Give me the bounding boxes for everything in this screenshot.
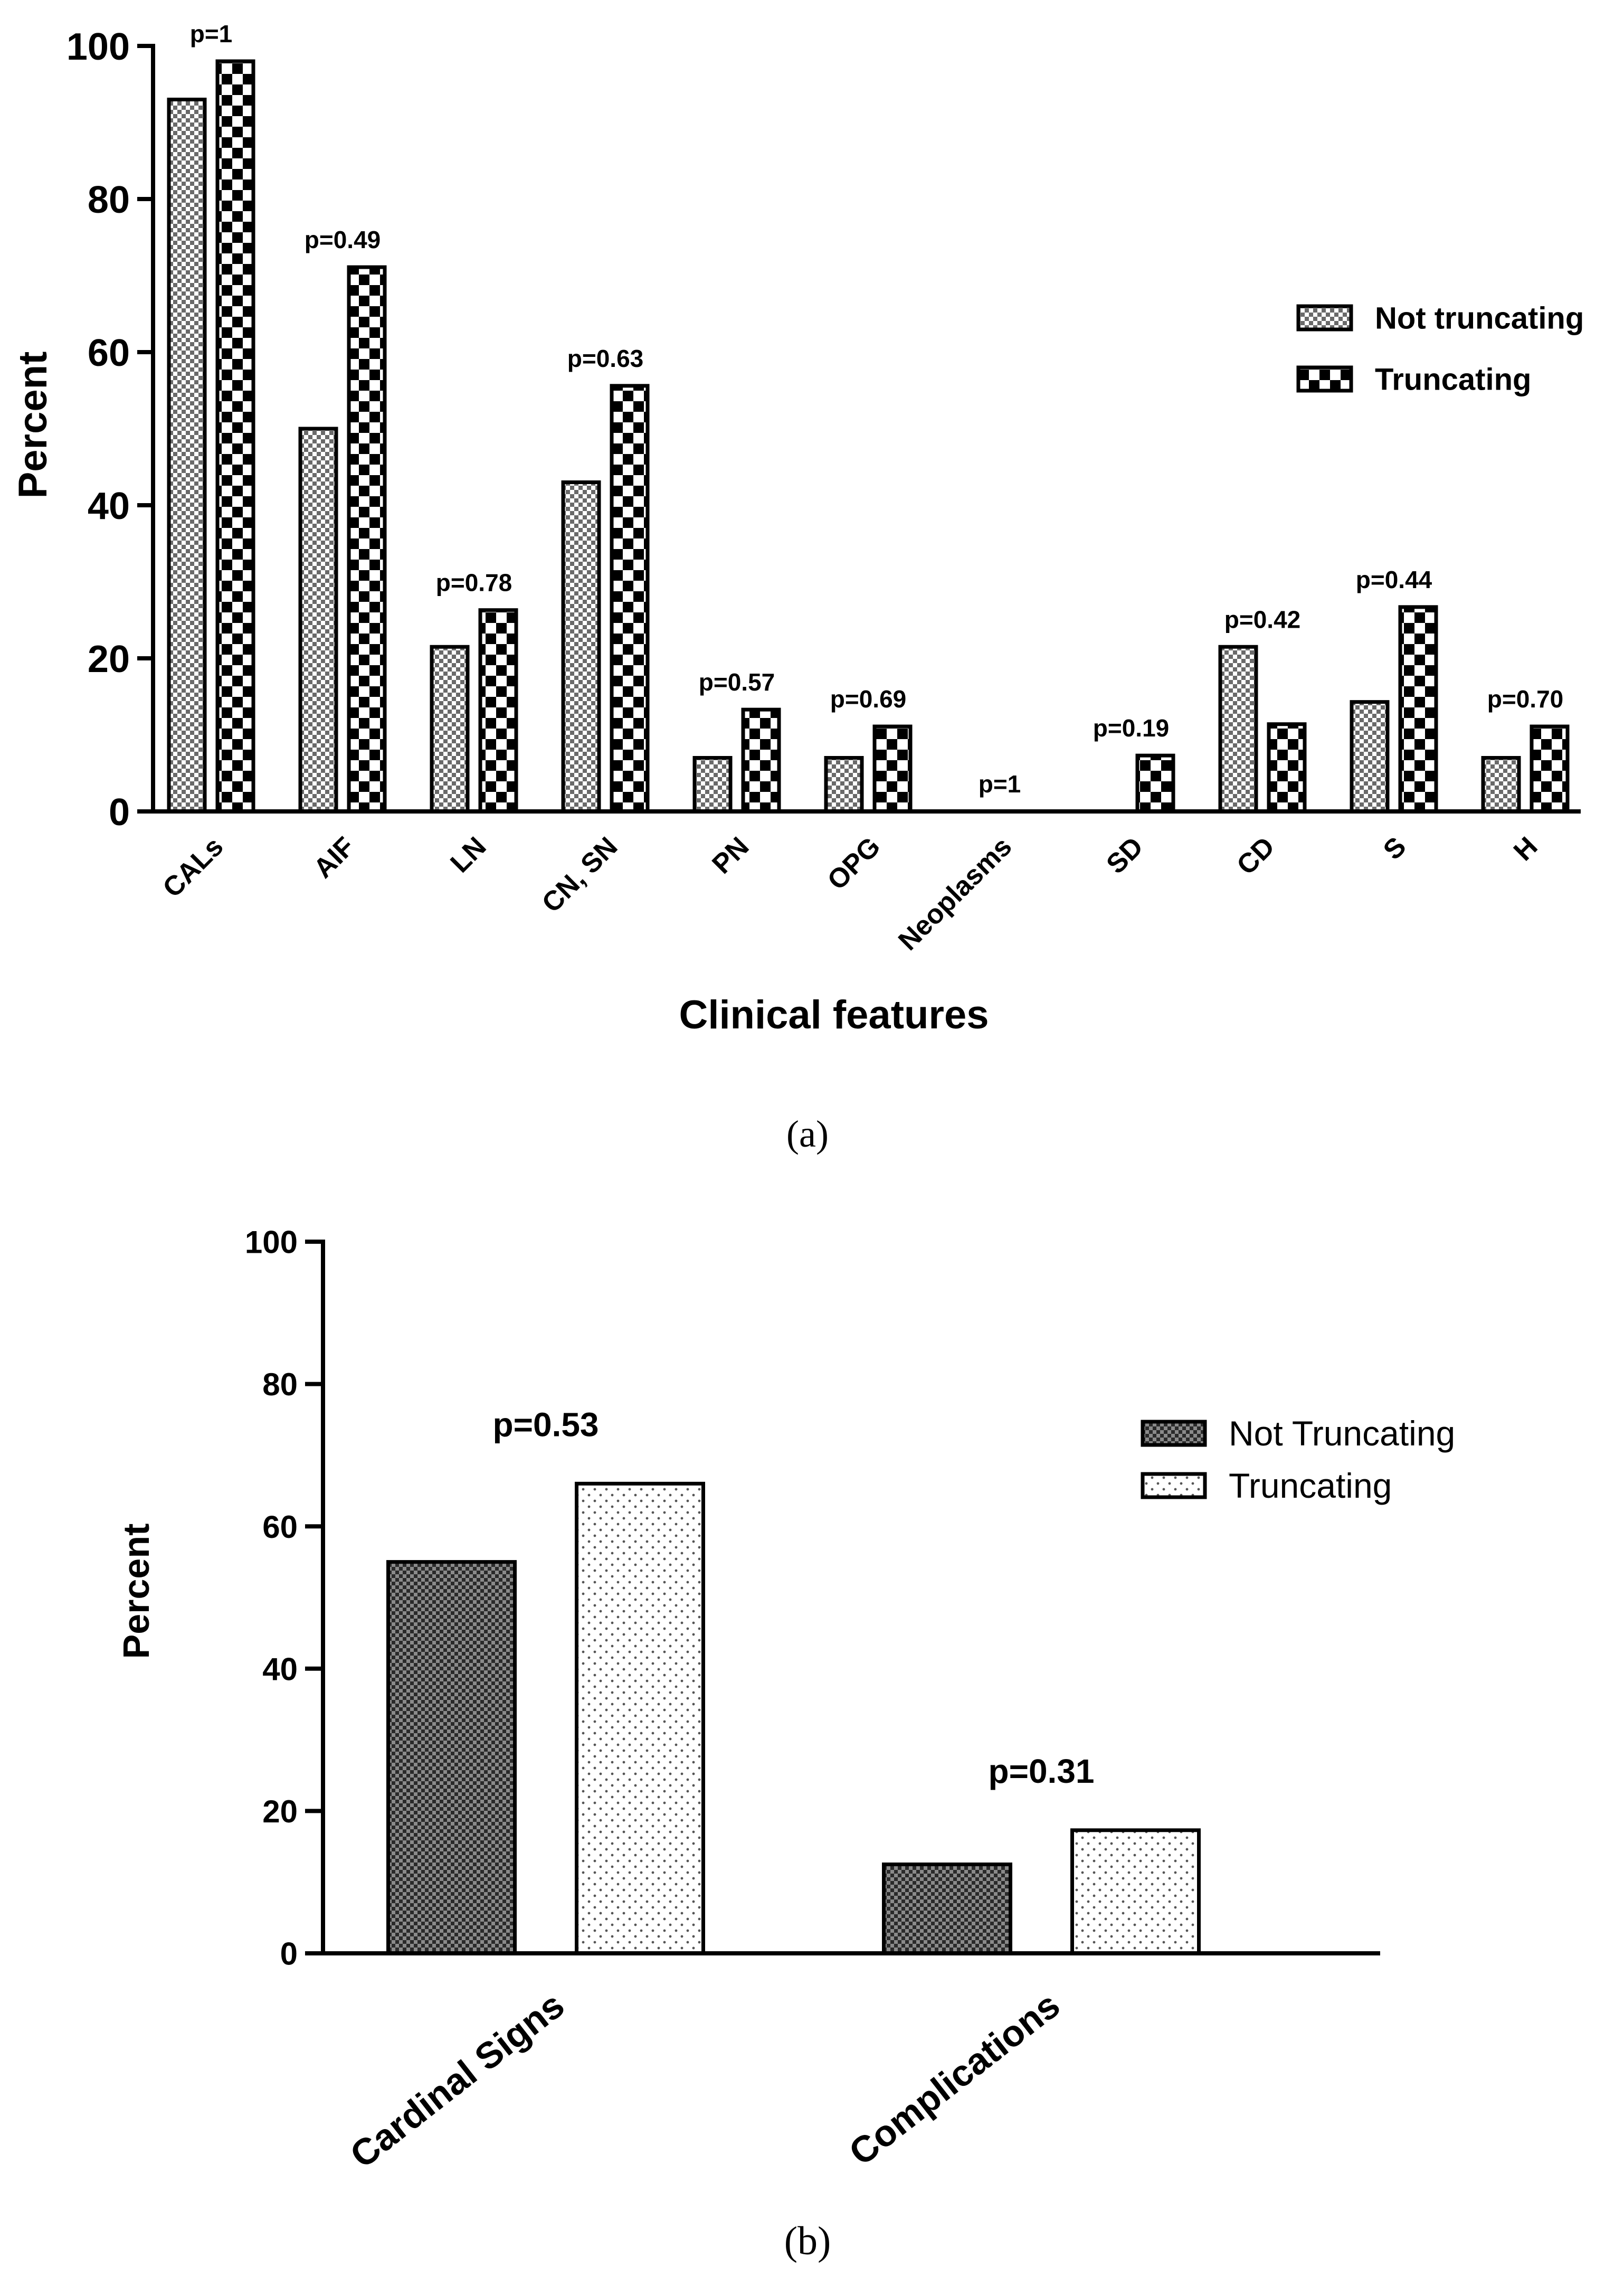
y-tick-label-60: 60 bbox=[88, 332, 130, 374]
bar-truncating-5 bbox=[872, 724, 913, 814]
panel-b-chart: p=0.53 Cardinal Signs p=0.31 Complications 0… bbox=[116, 1225, 1455, 2263]
y-tick-label-100: 100 bbox=[67, 26, 130, 68]
bar-truncating-7 bbox=[1135, 753, 1175, 814]
bar-truncating-0 bbox=[215, 59, 255, 814]
p-value-label-1: p=0.49 bbox=[305, 226, 381, 253]
legend-swatch-0 bbox=[1141, 1420, 1207, 1447]
bar-not-truncating-10 bbox=[1481, 756, 1521, 814]
p-value-label-6: p=1 bbox=[979, 770, 1021, 798]
p-value-label-7: p=0.19 bbox=[1093, 714, 1170, 742]
y-tick-label-0: 0 bbox=[280, 1936, 298, 1972]
legend-label-1: Truncating bbox=[1375, 362, 1531, 396]
bar-not-truncating-0 bbox=[167, 98, 207, 814]
bar-truncating-10 bbox=[1530, 724, 1570, 814]
x-tick-label-8: CD bbox=[1231, 831, 1280, 881]
x-tick-label-0: CALs bbox=[157, 831, 229, 903]
y-tick-label-100: 100 bbox=[245, 1225, 298, 1260]
bar-not-truncating-9 bbox=[1350, 700, 1390, 814]
bar-truncating-2 bbox=[478, 608, 518, 814]
bar-not-truncating-3 bbox=[561, 480, 601, 814]
p-value-label-8: p=0.42 bbox=[1224, 606, 1301, 633]
bar-truncating-0 bbox=[575, 1481, 705, 1955]
x-tick-label-10: H bbox=[1508, 831, 1544, 867]
panel-caption: (b) bbox=[784, 2219, 831, 2263]
bar-truncating-4 bbox=[741, 707, 781, 814]
p-value-label-4: p=0.57 bbox=[699, 668, 775, 696]
y-tick-label-0: 0 bbox=[109, 791, 130, 834]
bar-truncating-1 bbox=[1070, 1828, 1201, 1955]
bar-truncating-1 bbox=[347, 265, 387, 814]
p-value-label-0: p=1 bbox=[190, 20, 233, 48]
legend-label-0: Not Truncating bbox=[1229, 1414, 1455, 1453]
y-tick-label-80: 80 bbox=[262, 1367, 298, 1402]
x-tick-label-1: AIF bbox=[308, 831, 360, 884]
y-tick-label-40: 40 bbox=[262, 1651, 298, 1687]
p-value-label-5: p=0.69 bbox=[830, 685, 907, 713]
x-axis-label: Clinical features bbox=[679, 993, 989, 1037]
p-value-label-9: p=0.44 bbox=[1356, 566, 1432, 593]
x-tick-label-0: Cardinal Signs bbox=[343, 1984, 572, 2176]
y-axis-label: Percent bbox=[116, 1524, 157, 1659]
bar-not-truncating-1 bbox=[298, 427, 338, 814]
legend-label-1: Truncating bbox=[1229, 1466, 1392, 1505]
panel-caption: (a) bbox=[786, 1113, 829, 1155]
y-tick-label-20: 20 bbox=[262, 1794, 298, 1829]
legend-swatch-1 bbox=[1141, 1472, 1207, 1499]
x-tick-label-4: PN bbox=[706, 831, 755, 880]
legend-label-0: Not truncating bbox=[1375, 301, 1584, 335]
p-value-label-2: p=0.78 bbox=[436, 569, 512, 597]
x-tick-label-6: Neoplasms bbox=[892, 831, 1018, 956]
y-tick-label-60: 60 bbox=[262, 1509, 298, 1545]
x-tick-label-5: OPG bbox=[822, 831, 887, 896]
x-tick-label-2: LN bbox=[444, 831, 492, 878]
legend-swatch-0 bbox=[1296, 304, 1353, 332]
x-tick-label-3: CN, SN bbox=[536, 831, 624, 919]
y-tick-label-80: 80 bbox=[88, 179, 130, 221]
panel-a-chart: p=1 CALs p=0.49 AIF p=0.78 LN p=0.63 CN, SN p=0.… bbox=[11, 20, 1584, 1155]
y-axis-label: Percent bbox=[11, 352, 55, 499]
bar-not-truncating-0 bbox=[386, 1560, 517, 1955]
p-value-label-1: p=0.31 bbox=[988, 1752, 1094, 1790]
bar-truncating-3 bbox=[610, 384, 650, 814]
x-tick-label-1: Complications bbox=[841, 1984, 1067, 2173]
bar-truncating-9 bbox=[1398, 605, 1438, 814]
x-tick-label-9: S bbox=[1378, 831, 1412, 866]
bar-not-truncating-2 bbox=[430, 645, 470, 814]
p-value-label-3: p=0.63 bbox=[567, 345, 644, 372]
bar-not-truncating-4 bbox=[692, 756, 733, 814]
legend-swatch-1 bbox=[1296, 365, 1353, 393]
x-tick-label-7: SD bbox=[1100, 831, 1149, 880]
y-tick-label-40: 40 bbox=[88, 485, 130, 527]
bar-truncating-8 bbox=[1267, 722, 1307, 814]
p-value-label-10: p=0.70 bbox=[1487, 685, 1564, 713]
bar-not-truncating-5 bbox=[824, 756, 864, 814]
bar-not-truncating-8 bbox=[1218, 645, 1258, 814]
bar-not-truncating-1 bbox=[882, 1863, 1012, 1955]
y-tick-label-20: 20 bbox=[88, 638, 130, 680]
p-value-label-0: p=0.53 bbox=[492, 1405, 599, 1443]
